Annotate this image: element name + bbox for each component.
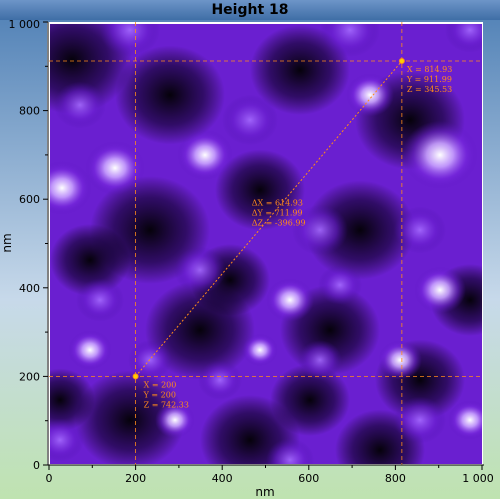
height-blob: [305, 180, 415, 280]
height-blob: [68, 330, 112, 370]
height-blob: [292, 204, 348, 256]
delta-y: ΔY = 711.99: [252, 209, 303, 218]
height-blob: [414, 266, 466, 314]
cursor-point-2[interactable]: [398, 57, 405, 64]
height-blob: [394, 206, 446, 254]
cursor-1-z: Z = 742.33: [144, 400, 189, 409]
height-blob: [50, 418, 84, 462]
height-blob: [115, 45, 225, 145]
height-blob: [298, 340, 342, 380]
x-tick-label: 800: [385, 472, 406, 485]
delta-readout: ΔX = 614.93 ΔY = 711.99 ΔZ = -396.99: [252, 199, 306, 228]
distance-line: [135, 60, 403, 377]
height-blob: [270, 364, 350, 436]
height-blob: [50, 224, 130, 296]
cursor-1-x: X = 200: [144, 380, 177, 389]
y-tick-label: 0: [33, 459, 40, 472]
height-blob: [85, 141, 145, 195]
height-blob: [266, 438, 314, 464]
height-blob: [54, 81, 106, 129]
cursor-2-z: Z = 345.53: [407, 85, 452, 94]
x-tick-label: 400: [212, 472, 233, 485]
height-blob: [76, 278, 124, 322]
height-blob: [320, 24, 380, 57]
height-blob: [222, 94, 278, 146]
height-blob: [378, 340, 422, 380]
delta-z: ΔZ = -396.99: [252, 219, 306, 228]
height-blob: [50, 161, 92, 215]
x-tick-label: 200: [125, 472, 146, 485]
height-blob: [394, 396, 446, 444]
cursor-2-readout: X = 814.93 Y = 911.99 Z = 345.53: [406, 65, 452, 94]
height-blob: [100, 24, 160, 57]
y-tick-label: 800: [19, 105, 40, 118]
window-title: Height 18: [0, 0, 500, 20]
height-blob: [177, 129, 233, 181]
height-blob: [174, 246, 226, 294]
y-tick-label: 400: [19, 282, 40, 295]
height-blob: [198, 360, 242, 400]
height-blob: [448, 400, 482, 440]
height-blob: [155, 402, 195, 438]
height-blob: [266, 278, 314, 322]
height-blob: [346, 73, 394, 117]
height-blob: [250, 25, 350, 115]
height-blob: [242, 333, 278, 367]
cursor-crosshairs: [49, 22, 482, 465]
height-blob: [445, 24, 482, 53]
cursor-2-y: Y = 911.99: [406, 75, 452, 84]
x-tick-label: 600: [298, 472, 319, 485]
cursor-point-1[interactable]: [132, 373, 139, 380]
x-axis-title: nm: [255, 485, 274, 499]
delta-x: ΔX = 614.93: [252, 199, 303, 208]
y-tick-label: 200: [19, 370, 40, 383]
height-blob: [318, 265, 362, 305]
height-blob: [402, 120, 478, 190]
cursor-1-readout: X = 200 Y = 200 Z = 742.33: [143, 380, 189, 409]
height-map-image: [50, 24, 482, 464]
height-blob: [215, 149, 305, 231]
y-tick-label: 1 000: [9, 18, 41, 31]
height-blob: [50, 368, 95, 432]
y-axis-ticks: 0 200 400 600 800 1 000: [9, 18, 48, 472]
x-tick-label: 1 000: [462, 472, 494, 485]
y-tick-label: 600: [19, 193, 40, 206]
cursor-1-y: Y = 200: [143, 390, 176, 399]
x-tick-label: 0: [46, 472, 53, 485]
cursor-2-x: X = 814.93: [407, 65, 452, 74]
height-blob: [75, 370, 185, 464]
x-axis-ticks: 0 200 400 600 800 1 000: [46, 465, 494, 485]
y-axis-title: nm: [0, 233, 14, 252]
